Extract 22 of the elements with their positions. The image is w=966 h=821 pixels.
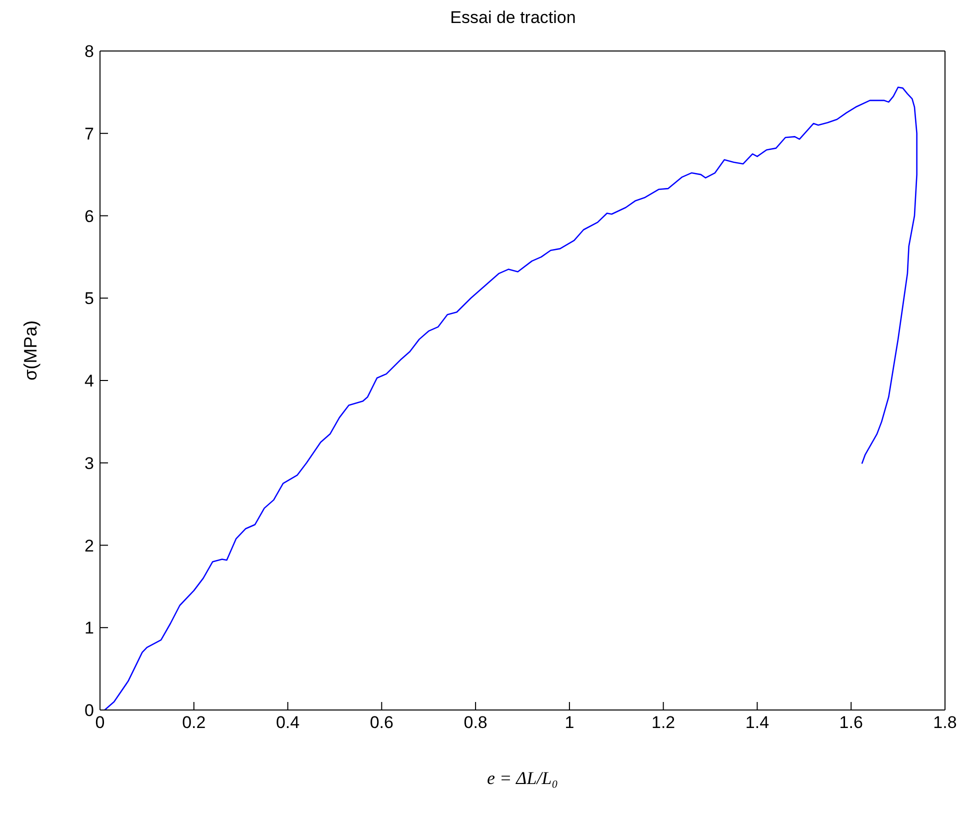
x-tick-label: 1.8	[933, 713, 957, 732]
y-tick-label: 5	[84, 289, 94, 308]
y-tick-label: 0	[84, 701, 94, 720]
x-tick-label: 0.8	[464, 713, 488, 732]
y-tick-label: 4	[84, 372, 94, 391]
x-tick-label: 1.4	[745, 713, 770, 732]
x-tick-label: 1	[564, 713, 574, 732]
chart-title: Essai de traction	[449, 8, 577, 28]
x-tick-label: 0.4	[276, 713, 300, 732]
y-tick-label: 2	[84, 536, 94, 556]
x-tick-label: 0.6	[370, 713, 394, 732]
y-tick-label: 3	[84, 454, 94, 473]
y-tick-label: 1	[84, 618, 94, 638]
x-tick-label: 1.6	[839, 713, 863, 732]
x-tick-label: 0.2	[182, 713, 206, 732]
y-tick-label: 6	[84, 206, 94, 226]
y-axis-title: σ(MPa)	[20, 320, 40, 380]
y-tick-label: 8	[84, 42, 94, 62]
y-tick-label: 7	[84, 124, 94, 144]
x-axis-title: e = ΔL/L₀	[487, 768, 558, 788]
line-series	[104, 86, 918, 710]
x-tick-label: 1.2	[652, 713, 676, 732]
